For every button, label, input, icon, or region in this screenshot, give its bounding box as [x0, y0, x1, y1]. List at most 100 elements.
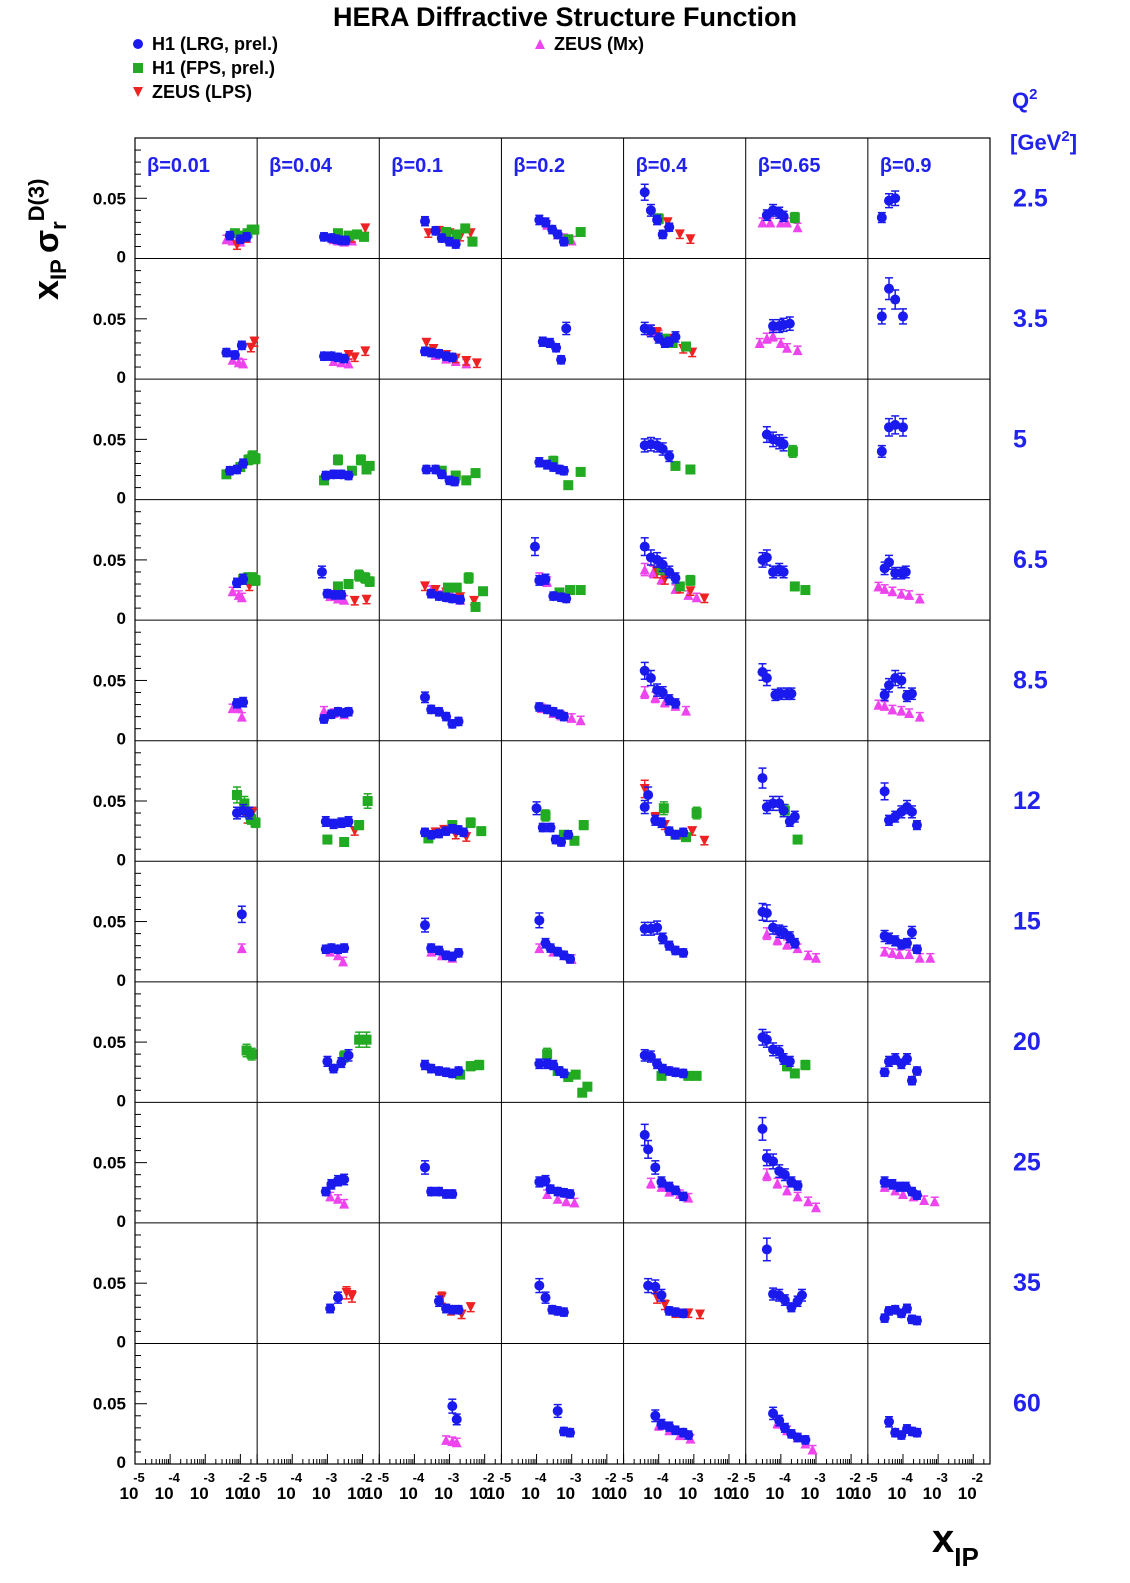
x-tick-label: 10 [399, 1484, 418, 1503]
h1-lrg-point [221, 347, 232, 358]
q2-superscript: 2 [1029, 86, 1037, 103]
h1-lrg-point [558, 1307, 569, 1318]
h1-fps-point [465, 1061, 476, 1072]
h1-fps-point [563, 480, 574, 491]
x-tick-exponent: -3 [203, 1470, 215, 1485]
legend-marker [133, 87, 143, 97]
zeus-mx-point [451, 1437, 462, 1448]
y-tick-label: 0 [117, 1453, 126, 1472]
h1-fps-point [578, 820, 589, 831]
h1-lrg-point [339, 1174, 350, 1185]
h1-lrg-point [876, 212, 887, 223]
y-tick-label: 0 [117, 1332, 126, 1351]
h1-lrg-point [879, 1176, 890, 1187]
h1-lrg-point [328, 1063, 339, 1074]
h1-lrg-point [779, 1295, 790, 1306]
h1-fps-point [789, 1068, 800, 1079]
h1-lrg-point [796, 1290, 807, 1301]
zeus-mx-point [772, 1178, 783, 1189]
h1-lrg-point [670, 1185, 681, 1196]
zeus-mx-point [873, 699, 884, 710]
legend-label: H1 (FPS, prel.) [152, 58, 275, 78]
q2-value-label: 25 [1013, 1149, 1041, 1177]
h1-lrg-point [879, 1067, 890, 1078]
h1-lrg-point [421, 464, 432, 475]
x-tick-label: 10 [678, 1484, 697, 1503]
zeus-mx-point [807, 1444, 818, 1455]
h1-lrg-point [556, 836, 567, 847]
h1-lrg-point [792, 1432, 803, 1443]
h1-fps-point [691, 1070, 702, 1081]
h1-lrg-point [343, 470, 354, 481]
h1-lrg-point [657, 229, 668, 240]
h1-lrg-point [911, 1066, 922, 1077]
h1-lrg-point [879, 786, 890, 797]
h1-fps-point [478, 586, 489, 597]
h1-lrg-point [224, 230, 235, 241]
h1-lrg-point [426, 588, 437, 599]
h1-lrg-point [789, 811, 800, 822]
q2-value-label: 2.5 [1013, 184, 1048, 212]
zeus-mx-point [441, 1434, 452, 1445]
zeus-lps-point [659, 574, 670, 585]
h1-lrg-point [565, 1188, 576, 1199]
h1-lrg-point [426, 1063, 437, 1074]
x-axis-title: xIP [932, 1517, 979, 1572]
zeus-mx-point [236, 943, 247, 954]
x-tick-exponent: -4 [535, 1470, 547, 1485]
panels [221, 183, 940, 1455]
h1-fps-point [362, 796, 373, 806]
h1-lrg-point [876, 446, 887, 457]
zeus-mx-point [772, 934, 783, 945]
h1-lrg-point [906, 806, 917, 817]
h1-lrg-point [639, 541, 650, 552]
x-tick-exponent: -5 [378, 1470, 390, 1485]
zeus-mx-point [775, 337, 786, 348]
zeus-mx-point [691, 592, 702, 603]
zeus-lps-point [659, 1299, 670, 1310]
x-tick-exponent: -4 [413, 1470, 425, 1485]
h1-fps-point [241, 1045, 252, 1056]
zeus-mx-point [879, 946, 890, 957]
h1-lrg-point [645, 673, 656, 684]
h1-lrg-point [449, 476, 460, 487]
y-tick-label: 0 [117, 971, 126, 990]
h1-lrg-point [318, 231, 329, 242]
h1-lrg-point [778, 566, 789, 577]
x-tick-exponent: -3 [570, 1470, 582, 1485]
h1-lrg-point [318, 351, 329, 362]
h1-fps-point [685, 464, 696, 475]
h1-fps-point [239, 798, 250, 809]
h1-lrg-point [778, 805, 789, 816]
x-tick-exponent: -4 [779, 1470, 791, 1485]
zeus-mx-point [919, 1195, 930, 1206]
h1-lrg-point [901, 1303, 912, 1314]
h1-lrg-point [670, 1067, 681, 1078]
zeus-lps-point [471, 358, 482, 369]
x-tick-exponent: -4 [168, 1470, 180, 1485]
h1-fps-point [229, 228, 240, 239]
h1-fps-point [674, 581, 685, 592]
h1-fps-point [354, 820, 365, 831]
chart-title: HERA Diffractive Structure Function [333, 2, 797, 32]
h1-fps-point [364, 576, 375, 587]
h1-lrg-point [450, 239, 461, 250]
h1-lrg-point [884, 1416, 895, 1427]
h1-lrg-point [561, 323, 572, 334]
zeus-mx-point [569, 1197, 580, 1208]
h1-lrg-point [534, 915, 545, 926]
zeus-mx-point [929, 1196, 940, 1207]
h1-lrg-point [236, 909, 247, 920]
zeus-mx-point [914, 593, 925, 604]
zeus-mx-point [904, 949, 915, 960]
h1-lrg-point [343, 1050, 354, 1061]
h1-lrg-point [426, 1186, 437, 1197]
h1-lrg-point [911, 1315, 922, 1326]
h1-lrg-point [241, 231, 252, 242]
x-tick-exponent: -5 [255, 1470, 267, 1485]
zeus-mx-point [227, 586, 238, 597]
h1-lrg-point [558, 236, 569, 247]
h1-lrg-point [339, 943, 350, 954]
h1-fps-point [670, 460, 681, 471]
zeus-mx-point [914, 711, 925, 722]
